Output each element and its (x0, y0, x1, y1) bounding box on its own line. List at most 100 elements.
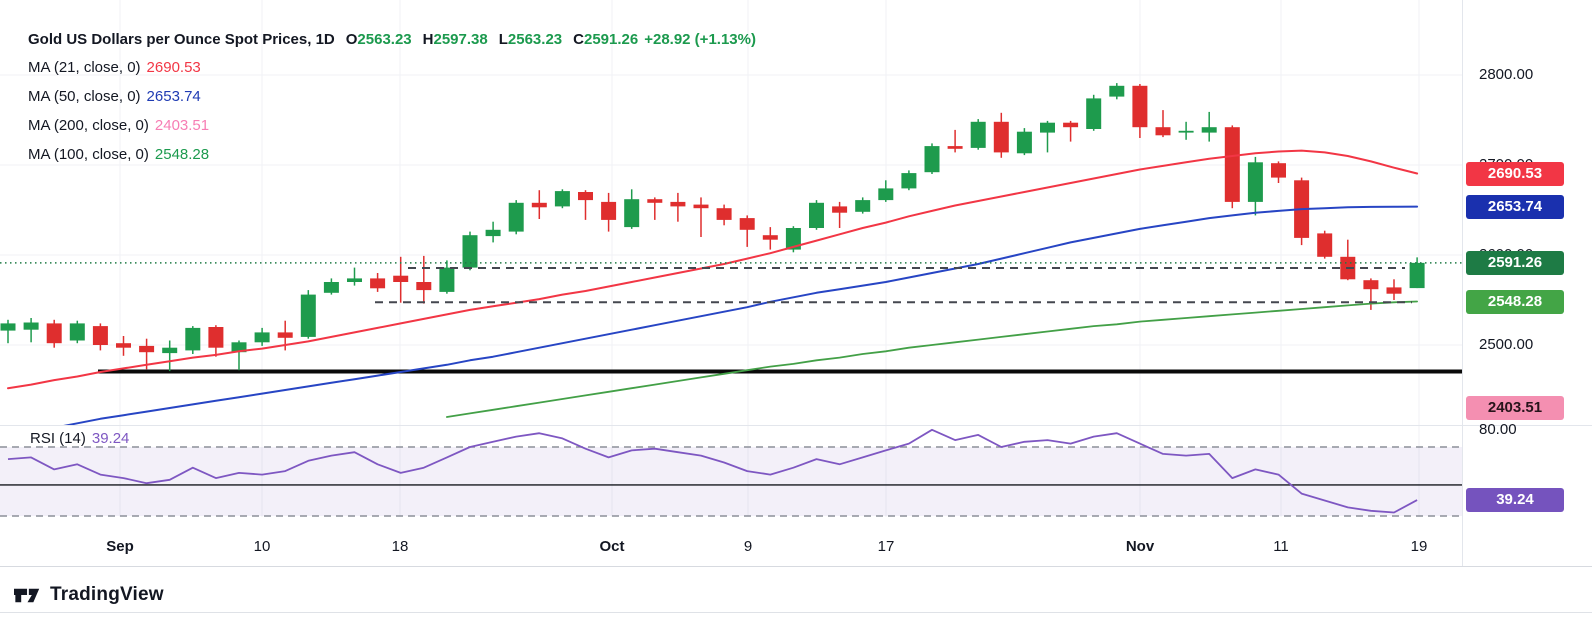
last-price-badge: 2591.26 (1466, 250, 1564, 275)
low-value: 2563.23 (507, 31, 563, 48)
time-tick-label: 19 (1410, 538, 1428, 555)
time-tick-label: 9 (743, 538, 753, 555)
open-label: O (345, 31, 358, 48)
candle-up (231, 342, 247, 353)
candle-up (924, 146, 940, 173)
high-label: H (422, 31, 434, 48)
high-value: 2597.38 (433, 31, 488, 48)
candle-up (1016, 131, 1032, 154)
ma21-price-badge: 2690.53 (1466, 161, 1564, 186)
candle-up (970, 121, 986, 148)
ma-100-value: 2548.28 (154, 146, 210, 163)
candle-down (416, 282, 432, 291)
candle-down (1063, 122, 1079, 128)
time-tick-label: 10 (253, 538, 271, 555)
candle-up (323, 282, 339, 293)
candle-down (716, 208, 732, 220)
ma50-price-badge: 2653.74 (1466, 194, 1564, 219)
candle-up (300, 294, 316, 337)
candle-down (1155, 127, 1171, 136)
candle-down (46, 323, 62, 344)
time-axis[interactable]: Sep 10 18 Oct 9 17 Nov 11 19 (0, 524, 1462, 564)
candle-down (947, 146, 963, 149)
candle-up (855, 200, 871, 212)
chart-canvas[interactable] (0, 0, 1592, 567)
tradingview-attribution[interactable]: TradingView (14, 584, 164, 606)
candle-up (1086, 98, 1102, 129)
candle-up (809, 202, 824, 228)
rsi-value-badge: 39.24 (1466, 488, 1564, 513)
price-tick-2500: 2500.00 (1479, 336, 1534, 353)
candle-down (92, 326, 108, 345)
candle-down (832, 206, 848, 213)
candle-up (508, 202, 524, 232)
ma200-price-badge: 2403.51 (1466, 396, 1564, 420)
open-value: 2563.23 (357, 31, 412, 48)
time-tick-label: Sep (106, 538, 134, 555)
rsi-legend-row[interactable]: RSI (14) 39.24 (30, 428, 129, 448)
candle-down (762, 235, 778, 240)
rsi-tick-80: 80.00 (1479, 420, 1517, 438)
candle-up (1201, 127, 1217, 133)
candle-down (993, 121, 1009, 153)
candle-up (1040, 122, 1055, 133)
time-tick-label: 11 (1273, 538, 1289, 555)
ma-21-legend-row[interactable]: MA (21, close, 0) 2690.53 (28, 53, 756, 82)
candle-down (1386, 287, 1402, 294)
candle-up (878, 188, 894, 201)
symbol-title: Gold US Dollars per Ounce Spot Prices, 1… (28, 31, 335, 48)
candle-up (23, 322, 39, 330)
candle-down (601, 201, 617, 220)
rsi-label: RSI (14) (30, 429, 86, 447)
rsi-band (0, 447, 1462, 516)
candle-up (1109, 85, 1125, 97)
candle-up (1178, 130, 1194, 133)
ma-100-legend-row[interactable]: MA (100, close, 0) 2548.28 (28, 140, 756, 169)
candle-up (785, 228, 801, 250)
candle-down (1224, 127, 1240, 202)
price-axis[interactable]: 2800.00 2700.00 2600.00 2500.00 80.00 26… (1463, 0, 1592, 567)
chart-legend: Gold US Dollars per Ounce Spot Prices, 1… (28, 26, 756, 169)
brand-name: TradingView (50, 584, 164, 605)
ma-50-legend-row[interactable]: MA (50, close, 0) 2653.74 (28, 82, 756, 111)
time-tick-label: 17 (877, 538, 895, 555)
candle-down (208, 327, 224, 348)
candle-up (0, 323, 16, 331)
ma50-line (63, 205, 1419, 425)
change-value: +28.92 (+1.13%) (644, 31, 756, 48)
price-tick-2800: 2800.00 (1479, 66, 1534, 83)
ma-200-legend-row[interactable]: MA (200, close, 0) 2403.51 (28, 111, 756, 140)
candle-down (578, 192, 593, 201)
candle-down (739, 218, 755, 230)
candle-down (531, 202, 547, 208)
candle-up (185, 327, 201, 351)
candle-up (69, 323, 85, 341)
time-tick-label: Nov (1125, 538, 1155, 555)
candle-down (277, 332, 293, 338)
rsi-line (7, 428, 1418, 514)
time-tick-label: 18 (391, 538, 409, 555)
candle-up (347, 278, 362, 282)
symbol-ohlc-row[interactable]: Gold US Dollars per Ounce Spot Prices, 1… (28, 26, 756, 53)
ma100-price-badge: 2548.28 (1466, 289, 1564, 314)
candle-down (693, 204, 709, 209)
candle-up (254, 332, 270, 343)
ma-100-label: MA (100, close, 0) (28, 146, 149, 163)
candle-down (1271, 163, 1286, 178)
ma-200-label: MA (200, close, 0) (28, 117, 149, 134)
candle-up (439, 267, 455, 292)
ma21-line (7, 149, 1419, 390)
rsi-value: 39.24 (91, 429, 130, 447)
candle-down (647, 199, 663, 203)
ma-50-label: MA (50, close, 0) (28, 88, 141, 105)
low-label: L (498, 31, 508, 48)
candle-down (1132, 85, 1148, 128)
candle-down (1317, 233, 1333, 257)
candle-up (901, 173, 917, 189)
ma-200-value: 2403.51 (154, 117, 210, 134)
candle-down (670, 201, 686, 207)
candle-up (624, 199, 640, 228)
candle-down (370, 278, 386, 289)
bottom-divider (0, 612, 1592, 613)
